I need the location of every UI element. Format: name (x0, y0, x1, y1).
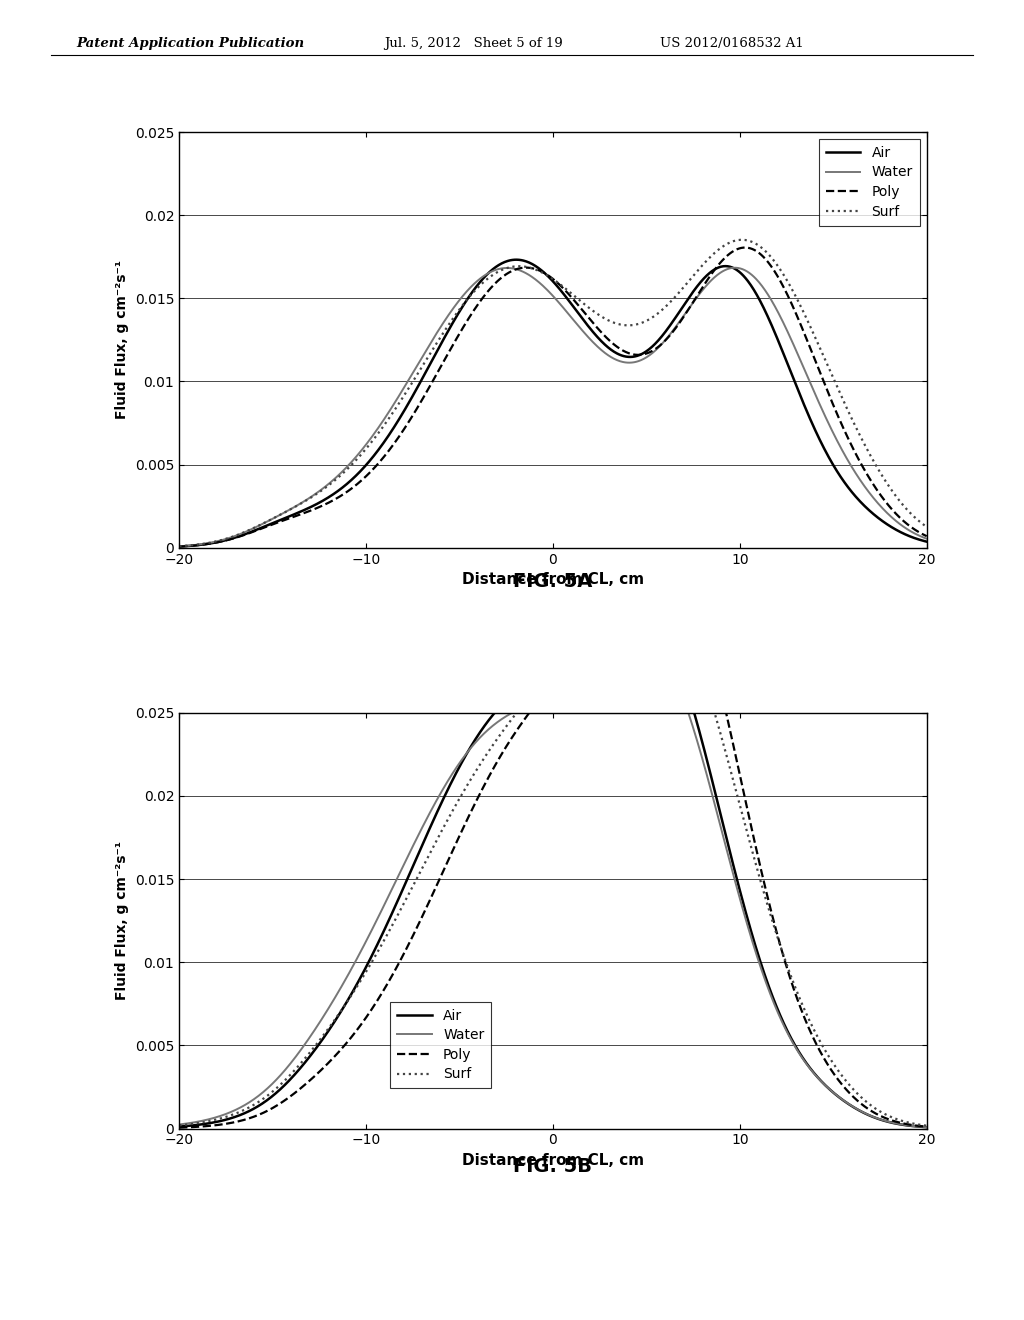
Water (250, 1090, 262, 1106)
Surf (687, 705, 699, 721)
Air (921, 533, 933, 549)
Surf (921, 1118, 933, 1134)
Surf (173, 1118, 185, 1134)
Water (503, 708, 515, 723)
Air (173, 539, 185, 554)
Poly (686, 296, 698, 312)
Poly (250, 523, 262, 539)
Water (506, 705, 518, 721)
Surf (757, 240, 769, 256)
Air (173, 1118, 185, 1134)
Line: Water: Water (179, 268, 927, 546)
X-axis label: Distance from CL, cm: Distance from CL, cm (462, 1152, 644, 1168)
Y-axis label: Fluid Flux, g cm⁻²s⁻¹: Fluid Flux, g cm⁻²s⁻¹ (116, 260, 129, 420)
Surf (503, 260, 515, 276)
Poly (523, 705, 536, 721)
Text: FIG. 5B: FIG. 5B (513, 1158, 593, 1176)
Poly (475, 783, 487, 799)
Line: Air: Air (179, 713, 927, 1127)
Water (921, 1119, 933, 1135)
Poly (173, 539, 185, 554)
Text: FIG. 5A: FIG. 5A (513, 573, 593, 591)
Water (503, 260, 515, 276)
Surf (921, 519, 933, 535)
Water (770, 1001, 782, 1016)
Surf (511, 705, 523, 721)
Air (770, 998, 782, 1014)
Water (687, 721, 699, 737)
Water (686, 296, 698, 312)
Poly (770, 923, 782, 939)
Legend: Air, Water, Poly, Surf: Air, Water, Poly, Surf (390, 1002, 492, 1089)
Poly (503, 265, 515, 281)
Line: Poly: Poly (179, 713, 927, 1127)
Line: Surf: Surf (179, 240, 927, 546)
Air (488, 705, 501, 721)
Water (475, 729, 487, 744)
Water (757, 966, 769, 982)
Surf (250, 1096, 262, 1111)
Text: US 2012/0168532 A1: US 2012/0168532 A1 (660, 37, 804, 50)
Water (770, 301, 782, 317)
Surf (736, 232, 749, 248)
Air (475, 272, 487, 288)
Text: Jul. 5, 2012   Sheet 5 of 19: Jul. 5, 2012 Sheet 5 of 19 (384, 37, 563, 50)
Text: Patent Application Publication: Patent Application Publication (77, 37, 305, 50)
Water (921, 531, 933, 546)
Water (173, 539, 185, 554)
X-axis label: Distance from CL, cm: Distance from CL, cm (462, 572, 644, 587)
Water (729, 260, 741, 276)
Air (757, 961, 769, 977)
Poly (503, 735, 515, 751)
Air (250, 1100, 262, 1115)
Surf (173, 539, 185, 554)
Poly (475, 292, 487, 308)
Air (687, 705, 699, 721)
Poly (757, 248, 769, 264)
Air (687, 284, 699, 300)
Air (510, 252, 522, 268)
Line: Surf: Surf (179, 713, 927, 1126)
Air (921, 1119, 933, 1135)
Surf (475, 754, 487, 770)
Air (475, 722, 487, 738)
Poly (921, 1119, 933, 1135)
Water (757, 280, 769, 296)
Air (770, 329, 782, 345)
Water (475, 269, 487, 285)
Water (173, 1117, 185, 1133)
Poly (738, 240, 751, 256)
Poly (921, 528, 933, 544)
Legend: Air, Water, Poly, Surf: Air, Water, Poly, Surf (819, 139, 920, 226)
Poly (757, 870, 769, 886)
Air (503, 705, 515, 721)
Poly (173, 1119, 185, 1135)
Y-axis label: Fluid Flux, g cm⁻²s⁻¹: Fluid Flux, g cm⁻²s⁻¹ (116, 841, 129, 1001)
Poly (250, 1109, 262, 1125)
Air (250, 523, 262, 539)
Surf (250, 519, 262, 535)
Poly (687, 705, 699, 721)
Surf (475, 276, 487, 292)
Surf (686, 269, 698, 285)
Surf (757, 880, 769, 896)
Line: Air: Air (179, 260, 927, 546)
Air (757, 298, 769, 314)
Water (250, 519, 262, 535)
Surf (503, 715, 515, 731)
Line: Poly: Poly (179, 248, 927, 546)
Line: Water: Water (179, 713, 927, 1127)
Air (503, 253, 515, 269)
Surf (770, 256, 782, 272)
Poly (770, 267, 782, 282)
Surf (770, 925, 782, 941)
